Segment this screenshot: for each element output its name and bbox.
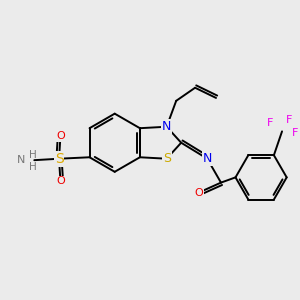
Text: F: F: [286, 115, 292, 125]
Text: N: N: [17, 155, 26, 165]
Text: N: N: [202, 152, 212, 165]
Text: H: H: [29, 162, 37, 172]
Text: S: S: [163, 152, 171, 165]
Text: F: F: [267, 118, 273, 128]
Text: S: S: [55, 152, 63, 166]
Text: O: O: [56, 176, 65, 186]
Text: N: N: [162, 120, 171, 133]
Text: O: O: [56, 131, 65, 141]
Text: O: O: [194, 188, 203, 198]
Text: F: F: [292, 128, 298, 138]
Text: H: H: [29, 150, 37, 160]
